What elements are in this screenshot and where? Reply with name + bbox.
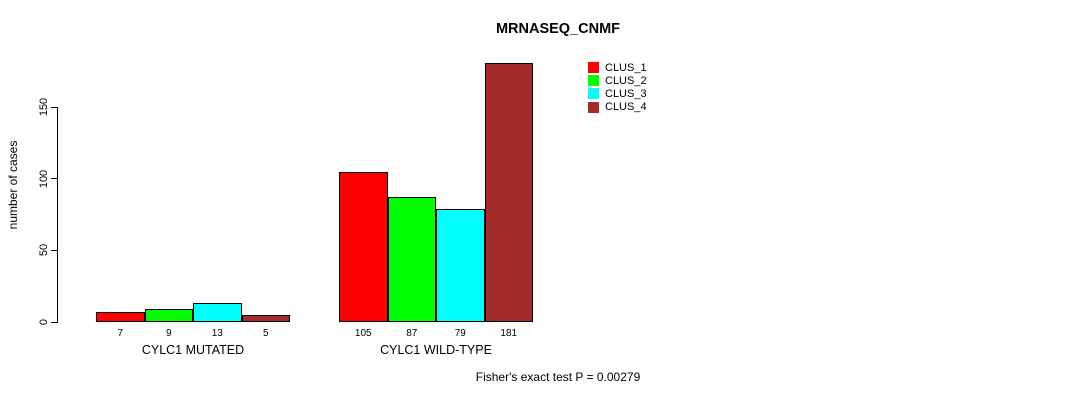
bar-clus_2-cylc1-mutated	[144, 309, 193, 322]
y-tick-mark	[51, 106, 57, 108]
category-label-cylc1-wild-type: CYLC1 WILD-TYPE	[380, 343, 492, 357]
y-tick-mark	[51, 178, 57, 180]
y-tick-label: 0	[38, 318, 50, 326]
legend: CLUS_1 CLUS_2 CLUS_3 CLUS_4	[588, 61, 647, 114]
legend-swatch-icon	[588, 62, 599, 74]
legend-swatch-icon	[588, 75, 599, 87]
bar-value-label: 7	[117, 328, 124, 339]
legend-label: CLUS_3	[605, 87, 647, 100]
legend-label: CLUS_4	[605, 101, 647, 114]
legend-swatch-icon	[588, 88, 599, 100]
legend-item-clus_3: CLUS_3	[588, 87, 647, 100]
bar-value-label: 13	[211, 328, 223, 339]
bar-value-label: 79	[454, 328, 466, 339]
annotation-text: Fisher's exact test P = 0.00279	[475, 370, 641, 384]
legend-swatch-icon	[588, 101, 599, 113]
bar-value-label: 181	[500, 328, 518, 339]
chart-title: MRNASEQ_CNMF	[495, 21, 621, 37]
legend-label: CLUS_1	[605, 61, 647, 74]
y-tick-mark	[51, 321, 57, 323]
bar-clus_2-cylc1-wild-type	[387, 197, 436, 322]
y-tick-label: 100	[38, 169, 50, 188]
y-tick-label: 50	[38, 244, 50, 257]
category-label-cylc1-mutated: CYLC1 MUTATED	[141, 343, 245, 357]
bar-value-label: 9	[165, 328, 172, 339]
y-tick-label: 150	[38, 97, 50, 117]
bar-value-label: 5	[262, 328, 269, 339]
bar-clus_1-cylc1-wild-type	[339, 171, 388, 322]
y-tick-mark	[51, 249, 57, 251]
legend-label: CLUS_2	[605, 74, 647, 87]
bar-value-label: 105	[354, 328, 372, 339]
bar-value-label: 87	[406, 328, 418, 339]
bar-clus_4-cylc1-wild-type	[484, 62, 533, 322]
legend-item-clus_4: CLUS_4	[588, 101, 647, 114]
y-axis-label: number of cases	[6, 140, 20, 230]
y-axis-line	[57, 107, 58, 323]
bar-clus_4-cylc1-mutated	[241, 314, 290, 322]
bar-clus_3-cylc1-wild-type	[436, 208, 485, 322]
bar-clus_1-cylc1-mutated	[96, 311, 145, 322]
legend-item-clus_1: CLUS_1	[588, 61, 647, 74]
legend-item-clus_2: CLUS_2	[588, 74, 647, 87]
bar-clus_3-cylc1-mutated	[193, 303, 242, 322]
